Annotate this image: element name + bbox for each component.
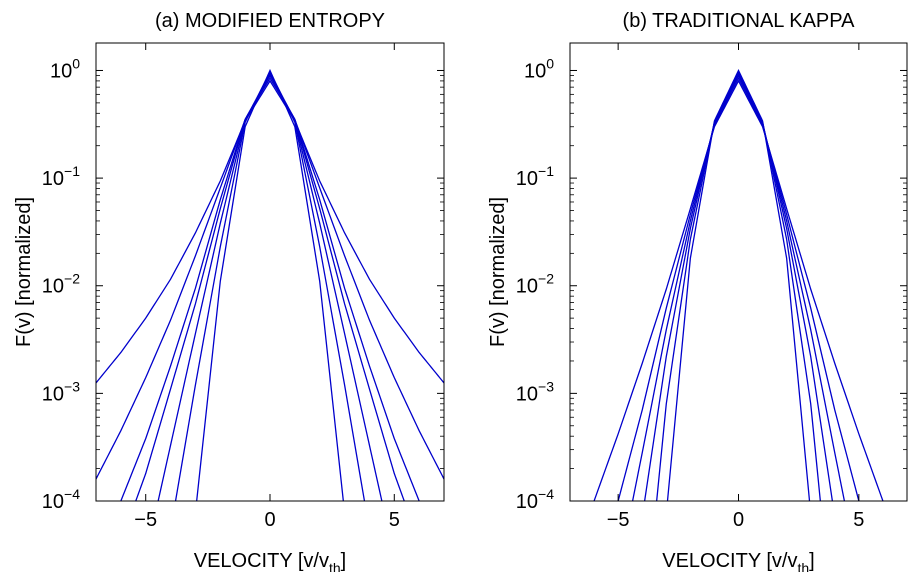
series-line-1: [593, 79, 884, 501]
series-line-3: [120, 74, 420, 501]
x-tick-label: 0: [264, 509, 275, 531]
y-tick-label: 10−3: [516, 378, 554, 405]
panel-b: (b) TRADITIONAL KAPPA −5 0 5 100 10−1 10−2 10−3…: [487, 10, 908, 572]
series-line-6: [666, 68, 811, 501]
x-tick-label: −5: [134, 509, 157, 531]
series-line-3: [631, 73, 846, 501]
series-line-7: [196, 68, 344, 501]
y-tick-label: 100: [50, 55, 80, 82]
series-group: [96, 68, 444, 501]
panel-a: (a) MODIFIED ENTROPY −5 0 5 100 10−1 10−2 10−3 1…: [13, 10, 445, 572]
x-tick-label: −5: [607, 509, 630, 531]
chart-title: (a) MODIFIED ENTROPY: [155, 10, 385, 32]
y-tick-label: 10−4: [516, 486, 554, 513]
x-axis-label: VELOCITY [v/vth]: [194, 550, 346, 572]
series-line-4: [643, 72, 834, 501]
y-tick-label: 10−1: [42, 163, 80, 190]
y-tick-label: 100: [524, 55, 554, 82]
series-line-4: [135, 72, 405, 501]
x-axis-label: VELOCITY [v/vth]: [662, 550, 814, 572]
series-line-2: [617, 76, 860, 501]
y-tick-label: 10−2: [42, 271, 80, 298]
x-tick-label: 0: [733, 509, 744, 531]
series-line-1: [96, 79, 444, 384]
y-axis-label: F(v) [normalized]: [13, 197, 35, 347]
chart-title: (b) TRADITIONAL KAPPA: [623, 10, 856, 32]
series-line-5: [157, 70, 383, 501]
y-tick-label: 10−3: [42, 378, 80, 405]
series-line-5: [656, 70, 821, 501]
x-tick-label: 5: [389, 509, 400, 531]
axes-box: [569, 42, 908, 502]
series-group: [593, 68, 884, 501]
y-tick-label: 10−2: [516, 271, 554, 298]
y-tick-label: 10−4: [42, 486, 80, 513]
x-tick-label: 5: [853, 509, 864, 531]
y-axis-label: F(v) [normalized]: [487, 197, 509, 347]
y-tick-label: 10−1: [516, 163, 554, 190]
series-line-2: [96, 76, 444, 480]
